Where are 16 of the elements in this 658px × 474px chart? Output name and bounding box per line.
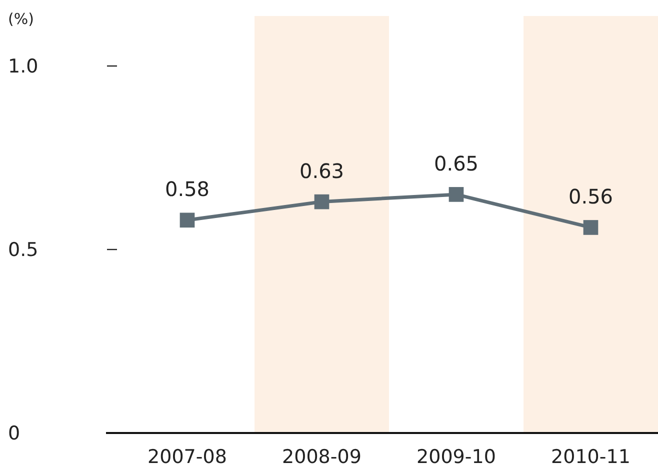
y-tick-label: 0.5 xyxy=(8,239,38,262)
x-tick-label: 2007-08 xyxy=(148,446,227,468)
y-axis-title: (%) xyxy=(8,10,34,28)
y-tick-label: 1.0 xyxy=(8,56,38,78)
point xyxy=(180,212,195,228)
x-tick-label: 2008-09 xyxy=(282,446,362,468)
x-tick-label: 2010-11 xyxy=(551,446,630,468)
data-label: 0.58 xyxy=(164,177,210,202)
data-label: 0.56 xyxy=(568,184,614,208)
data-label: 0.63 xyxy=(299,158,344,183)
point xyxy=(314,194,330,210)
data-label: 0.65 xyxy=(434,151,479,176)
point xyxy=(583,220,598,235)
point xyxy=(448,187,464,202)
y-tick-label: 0 xyxy=(8,422,20,445)
x-tick-label: 2009-10 xyxy=(416,446,496,468)
